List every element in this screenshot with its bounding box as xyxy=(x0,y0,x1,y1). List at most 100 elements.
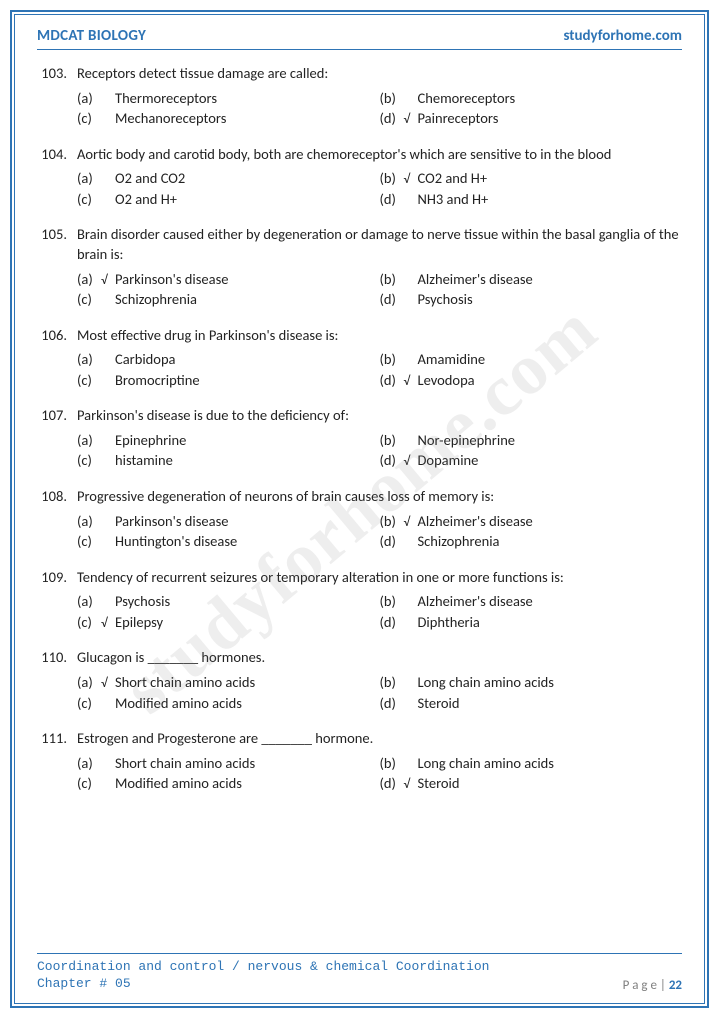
option-text: Psychosis xyxy=(115,592,380,612)
option-text: Alzheimer's disease xyxy=(418,270,683,290)
option-letter: (d) xyxy=(380,190,404,210)
option-text: Diphtheria xyxy=(418,613,683,633)
question-number: 110. xyxy=(37,648,77,713)
option-text: Thermoreceptors xyxy=(115,89,380,109)
question: 108.Progressive degeneration of neurons … xyxy=(37,487,682,552)
page-number: 22 xyxy=(669,978,682,993)
question: 110.Glucagon is _______ hormones.(a)√Sho… xyxy=(37,648,682,713)
footer-left: Coordination and control / nervous & che… xyxy=(37,959,489,993)
option-text: Alzheimer's disease xyxy=(418,592,683,612)
option: (b) Long chain amino acids xyxy=(380,754,683,774)
question: 104.Aortic body and carotid body, both a… xyxy=(37,145,682,210)
question-text: Tendency of recurrent seizures or tempor… xyxy=(77,568,682,588)
header-site: studyforhome.com xyxy=(563,27,682,45)
question: 105.Brain disorder caused either by dege… xyxy=(37,225,682,309)
question-number: 105. xyxy=(37,225,77,309)
option: (d)√Dopamine xyxy=(380,451,683,471)
question-number: 109. xyxy=(37,568,77,633)
question-number: 107. xyxy=(37,406,77,471)
option: (c)Huntington's disease xyxy=(77,532,380,552)
option-text: Modified amino acids xyxy=(115,694,380,714)
option-text: Modified amino acids xyxy=(115,774,380,794)
option-text: Nor-epinephrine xyxy=(418,431,683,451)
question-body: Brain disorder caused either by degenera… xyxy=(77,225,682,309)
questions-list: 103.Receptors detect tissue damage are c… xyxy=(37,64,682,794)
option: (c)√Epilepsy xyxy=(77,613,380,633)
question-number: 111. xyxy=(37,729,77,794)
option-letter: (b) xyxy=(380,350,404,370)
question-text: Estrogen and Progesterone are _______ ho… xyxy=(77,729,682,749)
page-label: P a g e | xyxy=(623,978,669,993)
question-body: Aortic body and carotid body, both are c… xyxy=(77,145,682,210)
option-letter: (d) xyxy=(380,371,404,391)
options: (a) Epinephrine(b) Nor-epinephrine (c)hista… xyxy=(77,430,682,471)
header-title: MDCAT BIOLOGY xyxy=(37,27,146,45)
option-checkmark: √ xyxy=(404,373,418,391)
option-letter: (a) xyxy=(77,350,101,370)
option-text: Painreceptors xyxy=(418,109,683,129)
option-text: Amamidine xyxy=(418,350,683,370)
footer-chapter-title: Coordination and control / nervous & che… xyxy=(37,959,489,976)
option: (b) Alzheimer's disease xyxy=(380,270,683,290)
question-body: Progressive degeneration of neurons of b… xyxy=(77,487,682,552)
option: (b)Long chain amino acids xyxy=(380,673,683,693)
option: (a)√Short chain amino acids xyxy=(77,673,380,693)
option-checkmark: √ xyxy=(101,675,115,693)
question-body: Estrogen and Progesterone are _______ ho… xyxy=(77,729,682,794)
option-text: Epinephrine xyxy=(115,431,380,451)
option: (c)Mechanoreceptors xyxy=(77,109,380,129)
option-text: Huntington's disease xyxy=(115,532,380,552)
option-letter: (c) xyxy=(77,190,101,210)
option: (b) Alzheimer's disease xyxy=(380,592,683,612)
page-inner: studyforhome.com MDCAT BIOLOGY studyforh… xyxy=(14,14,705,1004)
option-text: Parkinson's disease xyxy=(115,512,380,532)
question-body: Parkinson's disease is due to the defici… xyxy=(77,406,682,471)
option-letter: (a) xyxy=(77,754,101,774)
option-text: Long chain amino acids xyxy=(418,754,683,774)
option-letter: (b) xyxy=(380,431,404,451)
question: 106.Most effective drug in Parkinson's d… xyxy=(37,326,682,391)
option-text: CO2 and H+ xyxy=(418,169,683,189)
option: (c) O2 and H+ xyxy=(77,190,380,210)
option-letter: (c) xyxy=(77,694,101,714)
option-text: Steroid xyxy=(418,774,683,794)
option-text: Carbidopa xyxy=(115,350,380,370)
question-body: Glucagon is _______ hormones.(a)√Short c… xyxy=(77,648,682,713)
option: (b)Chemoreceptors xyxy=(380,89,683,109)
option-checkmark: √ xyxy=(404,514,418,532)
option: (a)Parkinson's disease xyxy=(77,512,380,532)
option-text: O2 and H+ xyxy=(115,190,380,210)
option-text: Bromocriptine xyxy=(115,371,380,391)
question-text: Progressive degeneration of neurons of b… xyxy=(77,487,682,507)
options: (a)√Short chain amino acids(b)Long chain… xyxy=(77,672,682,713)
option-letter: (d) xyxy=(380,290,404,310)
question-body: Tendency of recurrent seizures or tempor… xyxy=(77,568,682,633)
option-letter: (b) xyxy=(380,270,404,290)
option-letter: (b) xyxy=(380,673,404,693)
question-text: Aortic body and carotid body, both are c… xyxy=(77,145,682,165)
option-letter: (b) xyxy=(380,754,404,774)
option-letter: (a) xyxy=(77,431,101,451)
question-text: Parkinson's disease is due to the defici… xyxy=(77,406,682,426)
option: (b) Nor-epinephrine xyxy=(380,431,683,451)
option-text: Steroid xyxy=(418,694,683,714)
option: (b) Amamidine xyxy=(380,350,683,370)
option: (a)Psychosis xyxy=(77,592,380,612)
option-letter: (b) xyxy=(380,512,404,532)
option-letter: (c) xyxy=(77,774,101,794)
option-letter: (b) xyxy=(380,592,404,612)
option-checkmark: √ xyxy=(404,453,418,471)
option-checkmark: √ xyxy=(101,272,115,290)
option-letter: (c) xyxy=(77,451,101,471)
question: 107.Parkinson's disease is due to the de… xyxy=(37,406,682,471)
option-text: Schizophrenia xyxy=(115,290,380,310)
option-letter: (b) xyxy=(380,89,404,109)
option: (d)Diphtheria xyxy=(380,613,683,633)
option: (c)Bromocriptine xyxy=(77,371,380,391)
footer-right: P a g e | 22 xyxy=(623,978,682,993)
option: (c)histamine xyxy=(77,451,380,471)
option-checkmark: √ xyxy=(404,776,418,794)
question: 111.Estrogen and Progesterone are ______… xyxy=(37,729,682,794)
page-border: studyforhome.com MDCAT BIOLOGY studyforh… xyxy=(10,10,709,1008)
option: (a) Carbidopa xyxy=(77,350,380,370)
